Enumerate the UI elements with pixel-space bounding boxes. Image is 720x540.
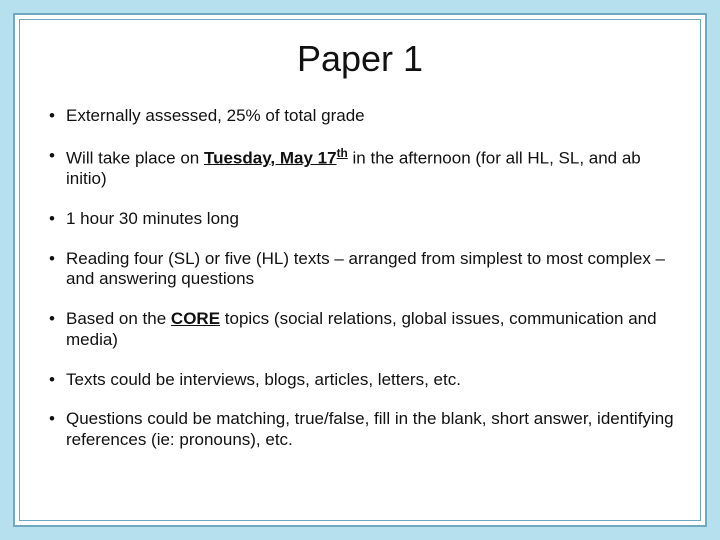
bullet-text: Questions could be matching, true/false,… — [66, 409, 674, 449]
bullet-item: Based on the CORE topics (social relatio… — [46, 309, 674, 350]
bullet-item: 1 hour 30 minutes long — [46, 209, 674, 230]
bullet-item: Questions could be matching, true/false,… — [46, 409, 674, 450]
bullet-text-pre: Will take place on — [66, 148, 204, 167]
bullet-date-sup: th — [337, 146, 348, 160]
bullet-item: Texts could be interviews, blogs, articl… — [46, 370, 674, 391]
bullet-item: Externally assessed, 25% of total grade — [46, 106, 674, 127]
bullet-core: CORE — [171, 309, 220, 328]
bullet-item: Reading four (SL) or five (HL) texts – a… — [46, 249, 674, 290]
bullet-list: Externally assessed, 25% of total grade … — [46, 106, 674, 451]
bullet-text: 1 hour 30 minutes long — [66, 209, 239, 228]
outer-frame: Paper 1 Externally assessed, 25% of tota… — [13, 13, 707, 527]
inner-frame: Paper 1 Externally assessed, 25% of tota… — [19, 19, 701, 521]
slide-title: Paper 1 — [46, 38, 674, 80]
bullet-text-pre: Based on the — [66, 309, 171, 328]
bullet-text: Texts could be interviews, blogs, articl… — [66, 370, 461, 389]
bullet-text: Externally assessed, 25% of total grade — [66, 106, 365, 125]
bullet-item: Will take place on Tuesday, May 17th in … — [46, 146, 674, 190]
bullet-date: Tuesday, May 17 — [204, 148, 337, 167]
bullet-text: Reading four (SL) or five (HL) texts – a… — [66, 249, 665, 289]
